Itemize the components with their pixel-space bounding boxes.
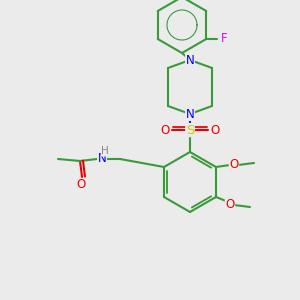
Text: F: F <box>221 32 228 46</box>
Text: O: O <box>210 124 220 136</box>
Text: O: O <box>76 178 85 191</box>
Text: O: O <box>225 199 235 212</box>
Text: H: H <box>101 146 109 156</box>
Text: O: O <box>160 124 169 136</box>
Text: S: S <box>186 124 194 136</box>
Text: N: N <box>98 152 106 166</box>
Text: N: N <box>186 107 194 121</box>
Text: O: O <box>230 158 238 172</box>
Text: N: N <box>186 53 194 67</box>
